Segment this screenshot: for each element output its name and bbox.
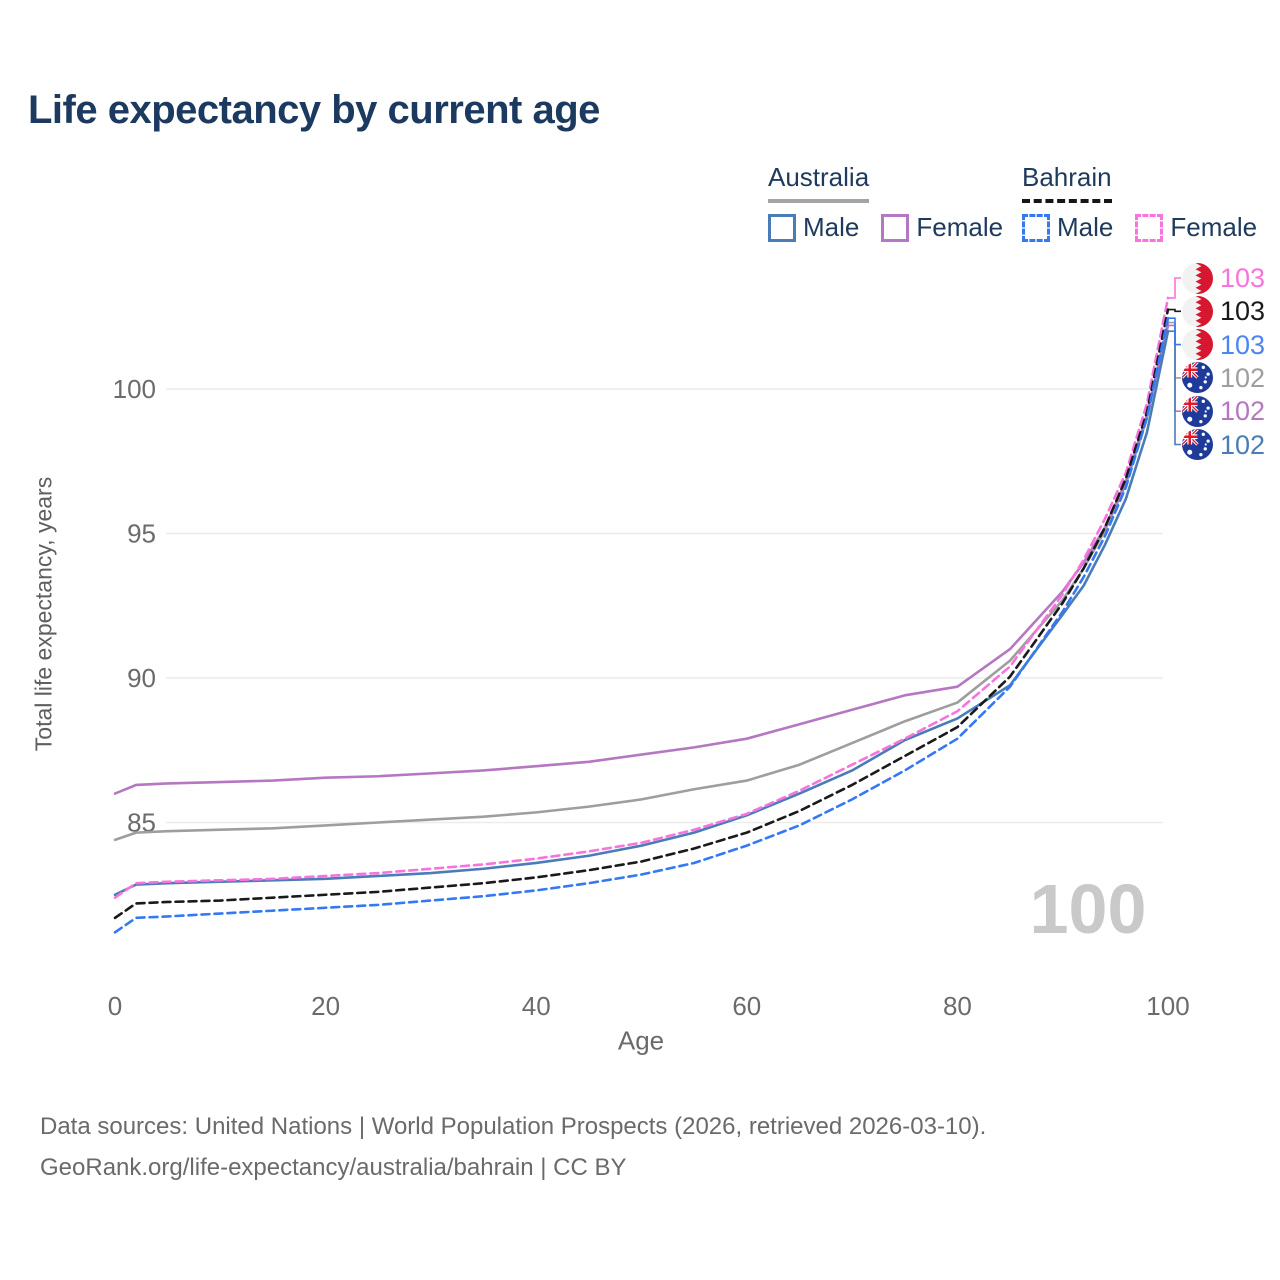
leader-line-bahrain-female [1169,277,1181,299]
bahrain-flag-icon [1182,295,1213,327]
australia-female-swatch[interactable] [881,213,910,242]
australia-flag-icon [1182,395,1213,427]
endpoint-value: 102 [1220,429,1266,460]
australia-flag-icon [1182,362,1213,394]
x-tick-label: 100 [1146,991,1189,1021]
series-line-bahrain-male [113,316,1170,934]
legend-country-bahrain: Bahrain [1022,162,1112,203]
endpoint-label-australia-male: 102 [1182,429,1265,461]
series-line-australia-both [113,321,1170,842]
footer-sources-line: Data sources: United Nations | World Pop… [40,1113,987,1140]
x-tick-label: 60 [732,991,761,1021]
australia-male-swatch[interactable] [768,213,796,242]
footer-url-line: GeoRank.org/life-expectancy/australia/ba… [40,1154,627,1181]
endpoint-label-bahrain-both: 103 [1182,295,1265,327]
footer: Data sources: United Nations | World Pop… [40,1106,986,1188]
endpoint-label-bahrain-female: 103 [1182,262,1265,294]
endpoint-label-bahrain-male: 103 [1182,329,1265,361]
x-tick-label: 40 [522,991,551,1021]
endpoint-value: 103 [1220,296,1266,327]
endpoint-value: 102 [1220,396,1266,427]
endpoint-label-australia-female: 102 [1182,395,1265,427]
legend-label: Female [916,212,1004,242]
legend-item-australia-female[interactable]: Female [881,212,1003,243]
gridlines [166,388,1163,824]
legend-label: Male [1057,212,1114,242]
age-counter-watermark: 100 [1029,870,1147,948]
series-line-australia-female [113,324,1170,795]
bahrain-male-swatch[interactable] [1022,213,1050,242]
x-axis-title: Age [617,1025,665,1056]
leader-line-bahrain-male [1169,317,1181,346]
series-line-australia-male [113,329,1170,897]
y-axis-title: Total life expectancy, years [30,476,57,752]
legend-country-australia: Australia [768,162,870,203]
bahrain-flag-icon [1182,262,1213,294]
y-tick-label: 95 [127,519,156,549]
legend-label: Male [803,212,860,242]
x-tick-label: 80 [943,991,972,1021]
legend-group-bahrain: Bahrain Male Female [1022,162,1257,243]
endpoint-value: 103 [1220,329,1266,360]
legend-group-australia: Australia Male Female [768,162,1003,243]
x-tick-label: 20 [311,991,340,1021]
bahrain-flag-icon [1182,329,1213,361]
endpoint-label-australia-both: 102 [1182,362,1265,394]
australia-flag-icon [1182,429,1213,460]
endpoint-value: 102 [1220,362,1266,393]
series-line-bahrain-female [113,296,1170,899]
legend-item-australia-male[interactable]: Male [768,212,859,243]
legend-item-bahrain-female[interactable]: Female [1135,212,1257,243]
legend-item-bahrain-male[interactable]: Male [1022,212,1113,243]
bahrain-female-swatch[interactable] [1135,213,1164,242]
legend-label: Female [1170,212,1258,242]
y-tick-label: 100 [113,374,156,404]
endpoint-value: 103 [1220,263,1266,293]
x-tick-label: 0 [108,991,122,1021]
series-line-bahrain-both [113,308,1170,920]
leader-line-bahrain-both [1169,308,1181,313]
y-tick-label: 90 [127,663,156,693]
chart-title: Life expectancy by current age [28,88,600,132]
leader-line-australia-male [1169,330,1181,446]
x-tick-labels: 0 20 40 60 80 100 [108,991,1190,1021]
